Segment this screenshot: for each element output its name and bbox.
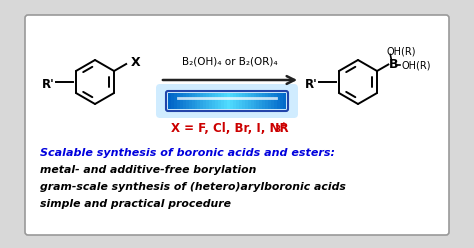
FancyBboxPatch shape xyxy=(251,93,254,109)
Text: R': R' xyxy=(42,79,55,92)
Text: 3: 3 xyxy=(274,125,280,134)
Text: B₂(OH)₄ or B₂(OR)₄: B₂(OH)₄ or B₂(OR)₄ xyxy=(182,56,278,66)
FancyBboxPatch shape xyxy=(171,93,174,109)
FancyBboxPatch shape xyxy=(186,93,189,109)
Text: gram-scale synthesis of (hetero)arylboronic acids: gram-scale synthesis of (hetero)arylboro… xyxy=(40,182,346,192)
FancyBboxPatch shape xyxy=(233,93,237,109)
FancyBboxPatch shape xyxy=(206,93,210,109)
FancyBboxPatch shape xyxy=(221,93,225,109)
FancyBboxPatch shape xyxy=(183,93,186,109)
FancyBboxPatch shape xyxy=(230,93,233,109)
Text: X: X xyxy=(131,57,141,69)
FancyBboxPatch shape xyxy=(189,93,192,109)
FancyBboxPatch shape xyxy=(239,93,242,109)
Text: OH(R): OH(R) xyxy=(386,47,416,57)
FancyBboxPatch shape xyxy=(215,93,219,109)
FancyBboxPatch shape xyxy=(218,93,222,109)
FancyBboxPatch shape xyxy=(177,93,180,109)
FancyBboxPatch shape xyxy=(198,93,201,109)
FancyBboxPatch shape xyxy=(256,93,260,109)
Text: +: + xyxy=(280,121,288,129)
FancyBboxPatch shape xyxy=(268,93,272,109)
FancyBboxPatch shape xyxy=(271,93,275,109)
FancyBboxPatch shape xyxy=(212,93,216,109)
FancyBboxPatch shape xyxy=(168,93,172,109)
Text: simple and practical procedure: simple and practical procedure xyxy=(40,199,231,209)
FancyBboxPatch shape xyxy=(227,93,230,109)
Text: metal- and additive-free borylation: metal- and additive-free borylation xyxy=(40,165,256,175)
FancyBboxPatch shape xyxy=(245,93,248,109)
Text: Scalable synthesis of boronic acids and esters:: Scalable synthesis of boronic acids and … xyxy=(40,148,335,158)
FancyBboxPatch shape xyxy=(194,93,198,109)
FancyBboxPatch shape xyxy=(265,93,269,109)
FancyBboxPatch shape xyxy=(263,93,266,109)
FancyBboxPatch shape xyxy=(203,93,207,109)
Text: X = F, Cl, Br, I, NR: X = F, Cl, Br, I, NR xyxy=(171,122,289,134)
FancyBboxPatch shape xyxy=(201,93,204,109)
FancyBboxPatch shape xyxy=(247,93,251,109)
FancyBboxPatch shape xyxy=(236,93,239,109)
FancyBboxPatch shape xyxy=(274,93,278,109)
FancyBboxPatch shape xyxy=(283,93,286,109)
FancyBboxPatch shape xyxy=(254,93,257,109)
FancyBboxPatch shape xyxy=(180,93,183,109)
FancyBboxPatch shape xyxy=(277,93,281,109)
FancyBboxPatch shape xyxy=(174,93,177,109)
FancyBboxPatch shape xyxy=(210,93,213,109)
FancyBboxPatch shape xyxy=(191,93,195,109)
FancyBboxPatch shape xyxy=(242,93,245,109)
Text: B: B xyxy=(389,58,399,71)
FancyBboxPatch shape xyxy=(25,15,449,235)
Text: OH(R): OH(R) xyxy=(401,61,431,70)
FancyBboxPatch shape xyxy=(280,93,283,109)
Text: R': R' xyxy=(305,79,318,92)
FancyBboxPatch shape xyxy=(224,93,228,109)
FancyBboxPatch shape xyxy=(259,93,263,109)
FancyBboxPatch shape xyxy=(156,84,298,118)
